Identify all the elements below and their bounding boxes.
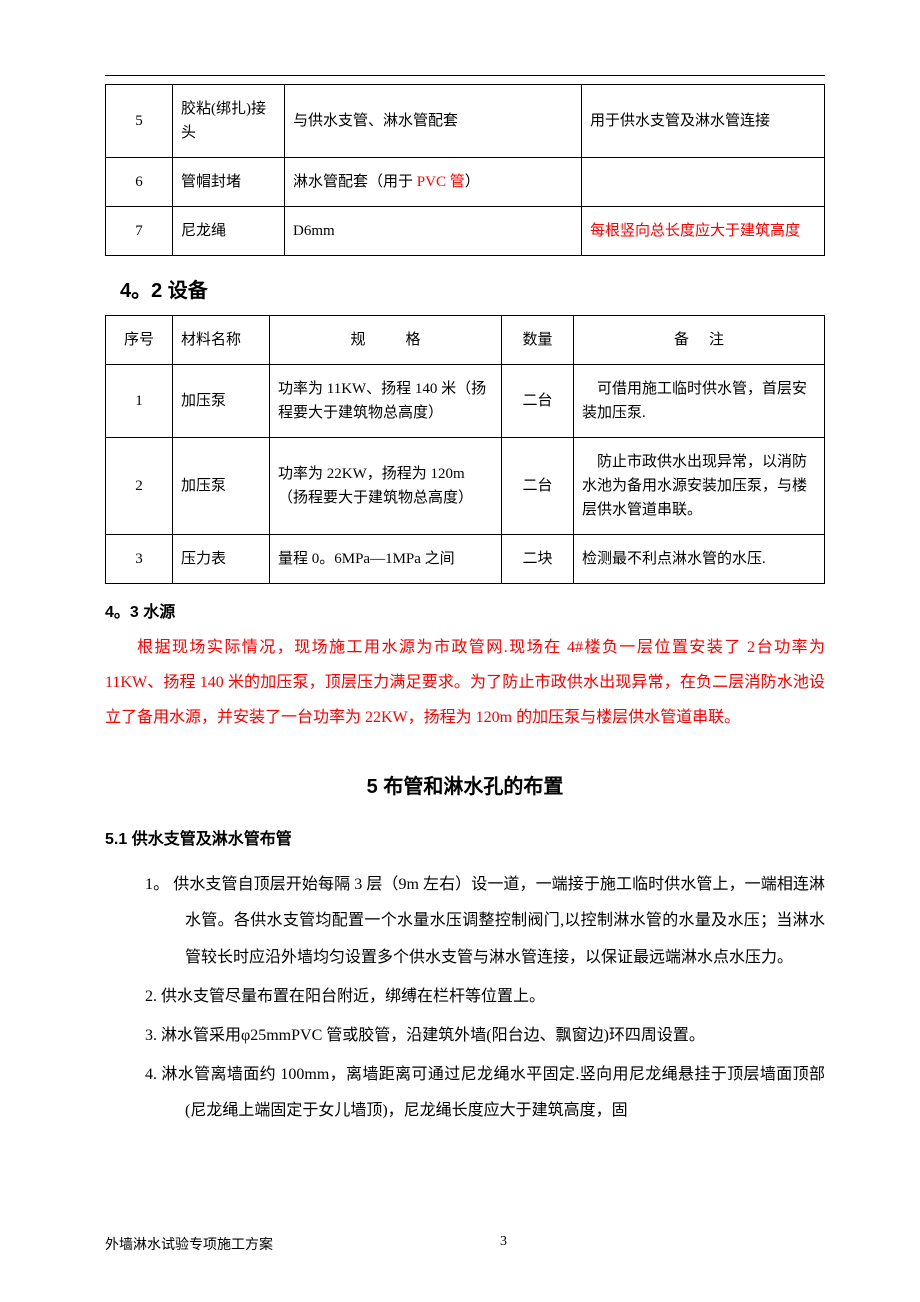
list-item: 2. 供水支管尽量布置在阳台附近，绑缚在栏杆等位置上。 (105, 979, 825, 1016)
col-name: 材料名称 (173, 316, 270, 365)
col-qty: 数量 (502, 316, 574, 365)
cell-name: 尼龙绳 (173, 207, 285, 256)
chapter-5-heading: 5 布管和淋水孔的布置 (105, 770, 825, 799)
cell-spec: 量程 0。6MPa—1MPa 之间 (270, 535, 502, 584)
materials-table-continued: 5 胶粘(绑扎)接头 与供水支管、淋水管配套 用于供水支管及淋水管连接 6 管帽… (105, 84, 825, 256)
cell-note: 每根竖向总长度应大于建筑高度 (582, 207, 825, 256)
cell-note: 防止市政供水出现异常，以消防水池为备用水源安装加压泵，与楼层供水管道串联。 (574, 438, 825, 535)
cell-spec: 与供水支管、淋水管配套 (285, 85, 582, 158)
cell-qty: 二块 (502, 535, 574, 584)
cell-index: 5 (106, 85, 173, 158)
page-number: 3 (500, 1234, 507, 1250)
list-item: 3. 淋水管采用φ25mmPVC 管或胶管，沿建筑外墙(阳台边、飘窗边)环四周设… (105, 1018, 825, 1055)
col-note: 备注 (574, 316, 825, 365)
col-index: 序号 (106, 316, 173, 365)
footer-title: 外墙淋水试验专项施工方案 (105, 1238, 273, 1253)
cell-note: 用于供水支管及淋水管连接 (582, 85, 825, 158)
table-row: 1 加压泵 功率为 11KW、扬程 140 米（扬程要大于建筑物总高度） 二台 … (106, 365, 825, 438)
cell-name: 胶粘(绑扎)接头 (173, 85, 285, 158)
col-spec-text: 规格 (310, 332, 460, 348)
section-4-3-paragraph: 根据现场实际情况，现场施工用水源为市政管网.现场在 4#楼负一层位置安装了 2台… (105, 630, 825, 736)
cell-note (582, 158, 825, 207)
table-row: 7 尼龙绳 D6mm 每根竖向总长度应大于建筑高度 (106, 207, 825, 256)
section-5-1-list: 1。 供水支管自顶层开始每隔 3 层（9m 左右）设一道，一端接于施工临时供水管… (105, 867, 825, 1131)
table-row: 2 加压泵 功率为 22KW，扬程为 120m（扬程要大于建筑物总高度） 二台 … (106, 438, 825, 535)
section-5-1-heading: 5.1 供水支管及淋水管布管 (105, 825, 825, 849)
cell-note: 检测最不利点淋水管的水压. (574, 535, 825, 584)
cell-name: 加压泵 (173, 365, 270, 438)
table-row: 6 管帽封堵 淋水管配套（用于 PVC 管） (106, 158, 825, 207)
cell-spec: 淋水管配套（用于 PVC 管） (285, 158, 582, 207)
col-spec: 规格 (270, 316, 502, 365)
cell-qty: 二台 (502, 365, 574, 438)
top-rule (105, 75, 825, 76)
table-header-row: 序号 材料名称 规格 数量 备注 (106, 316, 825, 365)
cell-index: 6 (106, 158, 173, 207)
cell-spec: 功率为 11KW、扬程 140 米（扬程要大于建筑物总高度） (270, 365, 502, 438)
spec-pre: 淋水管配套（用于 (293, 174, 417, 190)
note-red: 每根竖向总长度应大于建筑高度 (590, 223, 800, 239)
col-note-text: 备注 (654, 332, 744, 348)
table-row: 3 压力表 量程 0。6MPa—1MPa 之间 二块 检测最不利点淋水管的水压. (106, 535, 825, 584)
page: 5 胶粘(绑扎)接头 与供水支管、淋水管配套 用于供水支管及淋水管连接 6 管帽… (0, 0, 920, 1302)
spec-post: ） (465, 174, 480, 190)
list-item: 4. 淋水管离墙面约 100mm，离墙距离可通过尼龙绳水平固定.竖向用尼龙绳悬挂… (105, 1057, 825, 1131)
cell-spec: D6mm (285, 207, 582, 256)
section-4-2-heading: 4。2 设备 (120, 274, 825, 303)
equipment-table: 序号 材料名称 规格 数量 备注 1 加压泵 功率为 11KW、扬程 140 米… (105, 315, 825, 584)
list-item: 1。 供水支管自顶层开始每隔 3 层（9m 左右）设一道，一端接于施工临时供水管… (105, 867, 825, 977)
table-row: 5 胶粘(绑扎)接头 与供水支管、淋水管配套 用于供水支管及淋水管连接 (106, 85, 825, 158)
cell-name: 管帽封堵 (173, 158, 285, 207)
cell-name: 加压泵 (173, 438, 270, 535)
cell-index: 7 (106, 207, 173, 256)
cell-qty: 二台 (502, 438, 574, 535)
cell-index: 2 (106, 438, 173, 535)
cell-index: 3 (106, 535, 173, 584)
section-4-3-heading: 4。3 水源 (105, 598, 825, 622)
cell-name: 压力表 (173, 535, 270, 584)
cell-note: 可借用施工临时供水管，首层安装加压泵. (574, 365, 825, 438)
footer: 外墙淋水试验专项施工方案 3 (105, 1234, 825, 1254)
cell-spec: 功率为 22KW，扬程为 120m（扬程要大于建筑物总高度） (270, 438, 502, 535)
cell-index: 1 (106, 365, 173, 438)
spec-red: PVC 管 (417, 174, 465, 190)
